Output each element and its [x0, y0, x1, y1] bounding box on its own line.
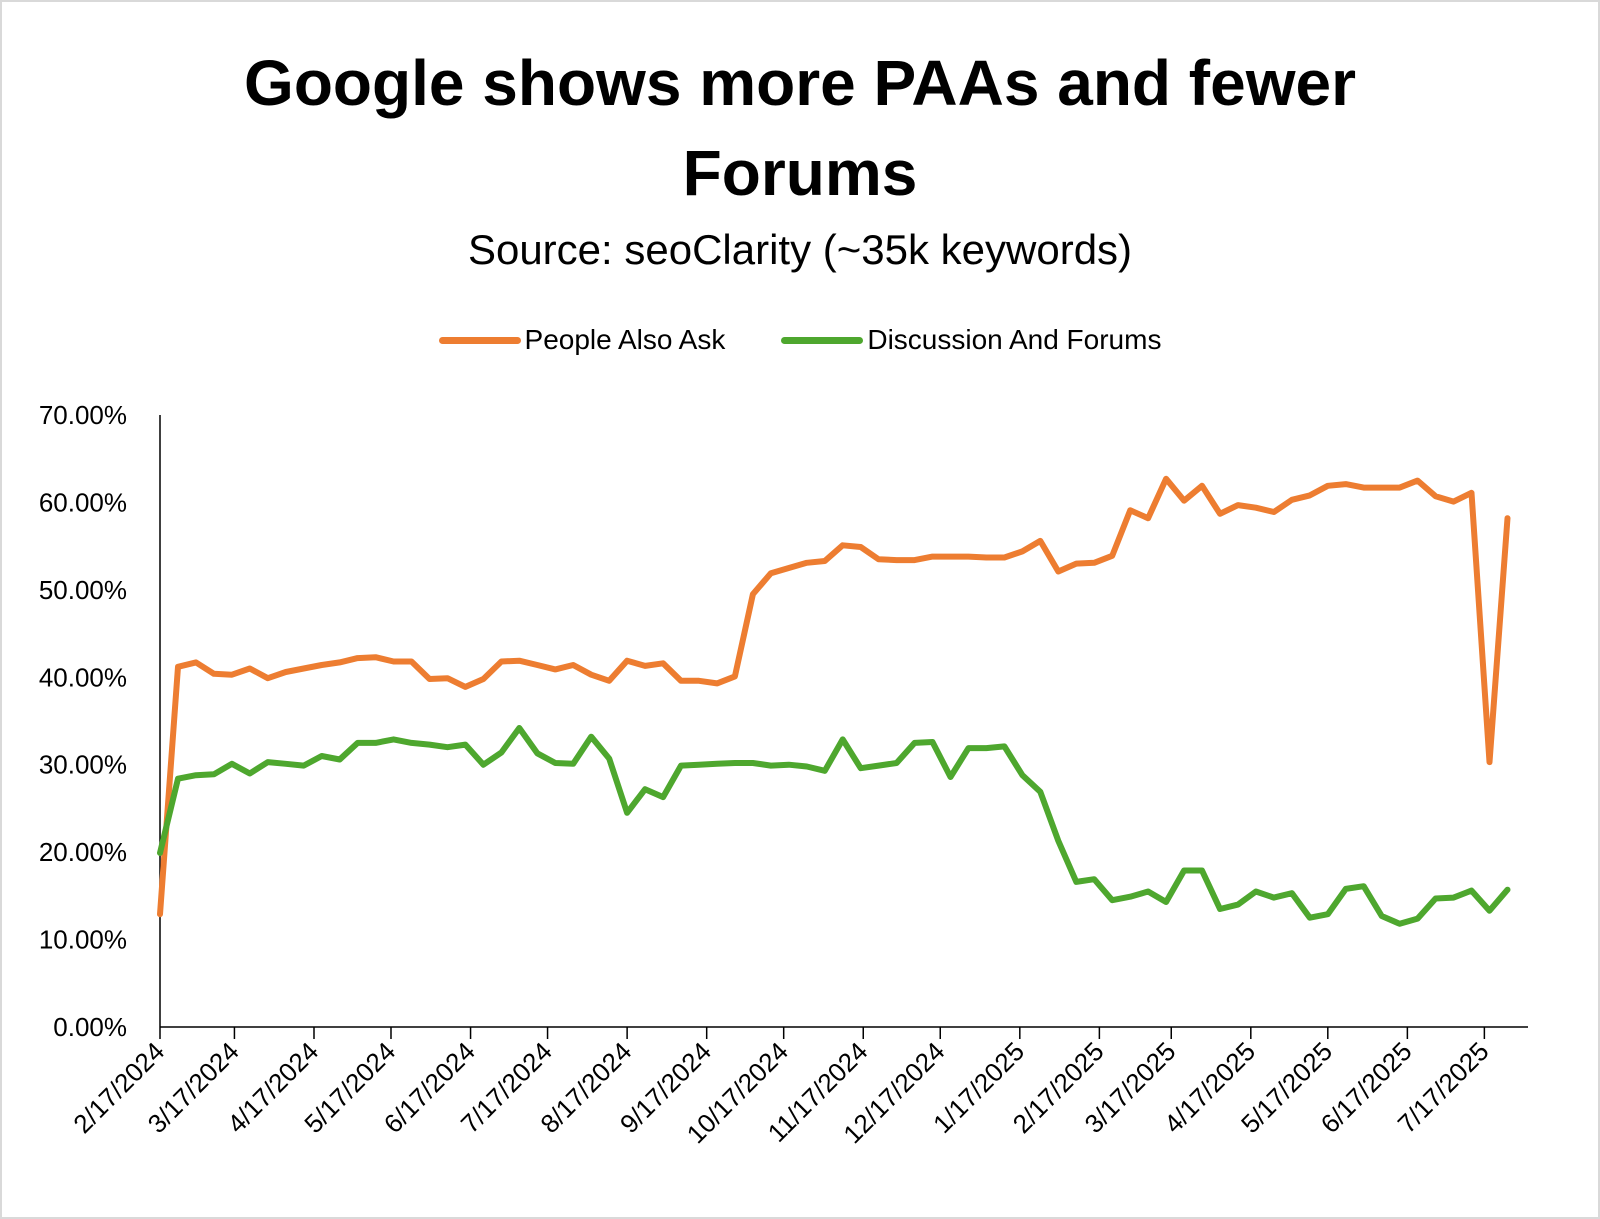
y-tick-label: 10.00%	[39, 925, 127, 955]
chart-axes	[159, 415, 1528, 1028]
y-axis-ticks: 0.00% 10.00% 20.00% 30.00% 40.00% 50.00% 60.00…	[39, 400, 127, 1042]
chart-subtitle: Source: seoClarity (~35k keywords)	[467, 226, 1133, 273]
legend-label-people-also-ask: People Also Ask	[524, 324, 726, 355]
chart-title-line-1: Google shows more PAAs and fewer	[244, 47, 1356, 119]
y-tick-label: 0.00%	[53, 1012, 127, 1042]
y-tick-label: 30.00%	[39, 750, 127, 780]
legend-item-discussion-and-forums: Discussion And Forums	[781, 324, 1161, 356]
series-line-people-also-ask	[157, 475, 1511, 918]
x-axis-ticks: 2/17/20243/17/20244/17/20245/17/20246/17…	[67, 1027, 1495, 1149]
y-tick-label: 60.00%	[39, 487, 127, 517]
legend-swatch-people-also-ask	[438, 336, 521, 344]
y-tick-label: 70.00%	[39, 400, 127, 430]
legend-label-discussion-and-forums: Discussion And Forums	[867, 324, 1162, 355]
chart-title-line-2: Forums	[682, 137, 918, 209]
y-tick-label: 20.00%	[39, 837, 127, 867]
series-lines	[157, 475, 1511, 927]
y-tick-label: 50.00%	[39, 575, 127, 605]
chart-title: Google shows more PAAs and fewer Forums	[0, 38, 1600, 218]
legend-swatch-discussion-and-forums	[781, 336, 864, 344]
chart-legend: People Also Ask Discussion And Forums	[0, 320, 1600, 360]
series-line-discussion-and-forums	[157, 725, 1511, 927]
legend-item-people-also-ask: People Also Ask	[438, 324, 726, 356]
y-tick-label: 40.00%	[39, 662, 127, 692]
